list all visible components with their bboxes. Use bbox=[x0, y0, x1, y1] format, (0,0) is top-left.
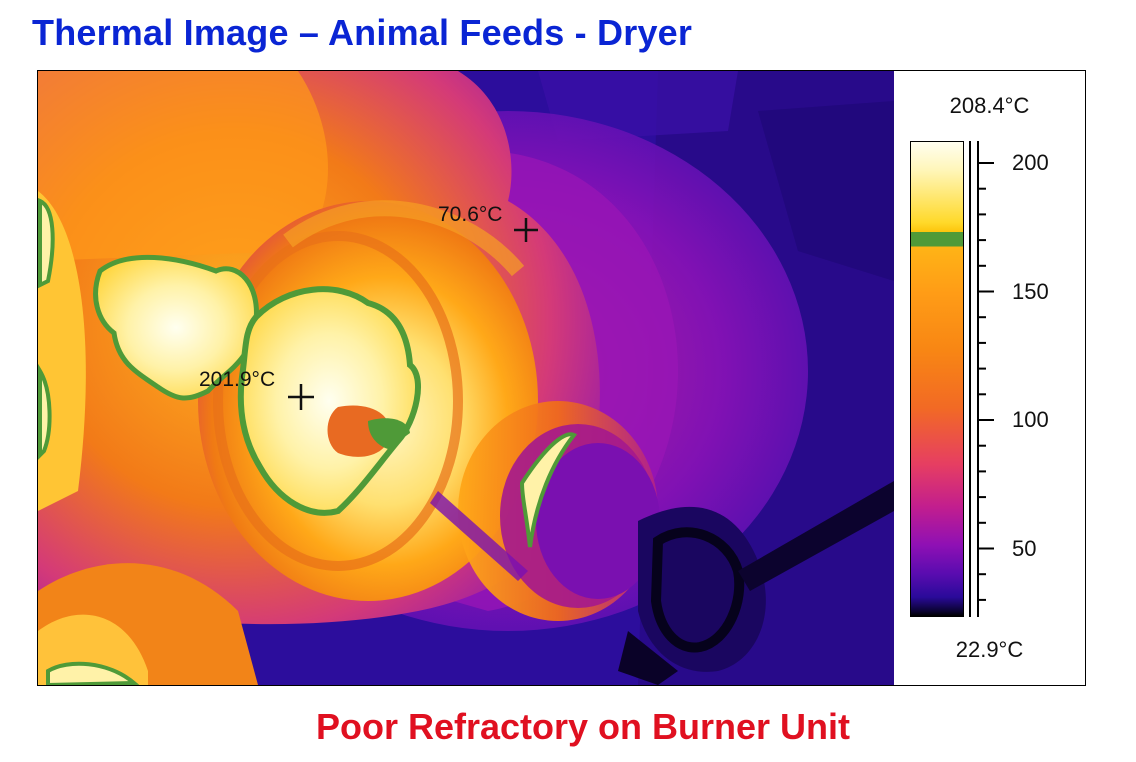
slide-title: Thermal Image – Animal Feeds - Dryer bbox=[32, 12, 693, 53]
marker-reading-1: 70.6°C bbox=[438, 203, 502, 226]
thermal-figure: 70.6°C 201.9°C 208.4°C 200 150 100 50 22… bbox=[37, 70, 1086, 686]
min-temperature-label: 22.9°C bbox=[955, 637, 1024, 662]
scale-label-50: 50 bbox=[1012, 536, 1037, 561]
slide-caption: Poor Refractory on Burner Unit bbox=[315, 706, 851, 747]
crosshair-icon bbox=[288, 384, 314, 410]
scale-label-100: 100 bbox=[1012, 407, 1049, 432]
scale-axis: 200 150 100 50 bbox=[966, 133, 1049, 630]
color-scale-bar bbox=[910, 141, 964, 617]
scale-ticks bbox=[969, 141, 994, 617]
max-temperature-label: 208.4°C bbox=[949, 93, 1030, 118]
crosshair-icon bbox=[514, 218, 538, 242]
scale-label-200: 200 bbox=[1012, 150, 1049, 175]
marker-reading-2: 201.9°C bbox=[199, 368, 275, 391]
temperature-scale-panel: 208.4°C 200 150 100 50 22.9°C bbox=[894, 71, 1085, 685]
thermal-image: 70.6°C 201.9°C bbox=[38, 71, 894, 685]
thermal-scene: 70.6°C 201.9°C bbox=[38, 71, 894, 685]
scale-label-150: 150 bbox=[1012, 279, 1049, 304]
